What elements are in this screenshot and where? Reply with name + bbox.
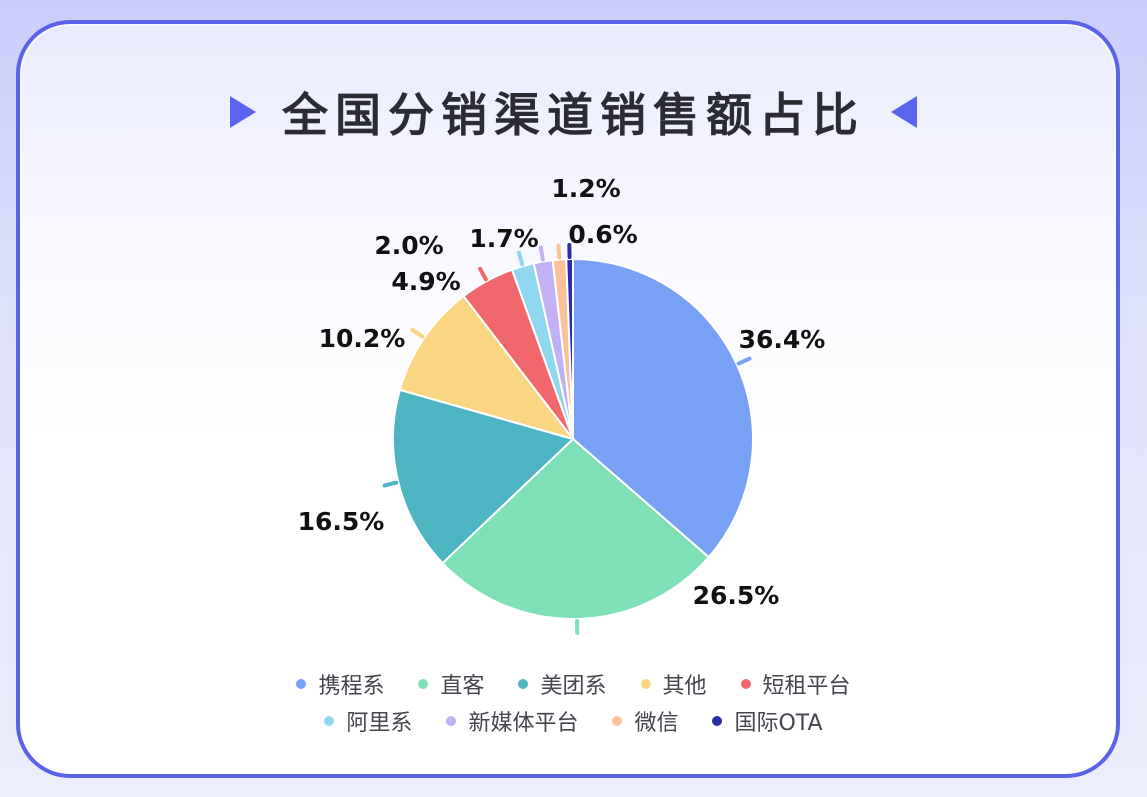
legend-item: 短租平台 <box>740 668 851 700</box>
data-label: 0.6% <box>568 220 637 249</box>
legend-item: 直客 <box>418 668 484 700</box>
legend-dot-icon <box>296 679 307 689</box>
legend-label: 阿里系 <box>346 711 413 736</box>
legend-label: 美团系 <box>540 674 607 699</box>
legend-label: 携程系 <box>318 674 385 699</box>
leader-line <box>382 480 399 488</box>
legend-label: 新媒体平台 <box>468 711 579 736</box>
legend-label: 短租平台 <box>762 674 851 699</box>
data-label: 4.9% <box>391 267 460 296</box>
leader-line <box>736 356 752 366</box>
legend-dot-icon <box>324 716 335 726</box>
leader-line <box>516 250 525 267</box>
legend-dot-icon <box>640 679 651 689</box>
pie-slice <box>398 294 576 441</box>
data-label: 10.2% <box>319 324 406 353</box>
leader-line <box>410 327 425 339</box>
leader-line <box>556 243 562 260</box>
data-label: 2.0% <box>374 231 443 260</box>
legend-dot-icon <box>446 716 457 726</box>
legend-item: 美团系 <box>518 668 607 700</box>
legend-label: 其他 <box>662 674 707 699</box>
legend-item: 其他 <box>640 668 707 700</box>
pie-slice <box>565 257 574 440</box>
legend-dot-icon <box>518 679 529 689</box>
title-left-arrow-icon <box>230 96 256 128</box>
data-label: 1.7% <box>469 224 538 253</box>
data-label: 1.2% <box>551 174 620 203</box>
legend-row-2: 阿里系 新媒体平台 微信 国际OTA <box>0 705 1147 737</box>
legend-item: 国际OTA <box>712 705 823 737</box>
pie-slice <box>392 388 575 565</box>
legend-dot-icon <box>418 679 429 689</box>
legend-dot-icon <box>712 716 723 726</box>
legend-label: 直客 <box>440 674 485 699</box>
data-label: 36.4% <box>739 325 826 354</box>
legend-label: 微信 <box>634 711 679 736</box>
legend-dot-icon <box>740 679 751 689</box>
leader-line <box>478 266 488 282</box>
title-right-arrow-icon <box>891 96 917 128</box>
pie-slice <box>572 257 754 559</box>
data-label: 26.5% <box>693 581 780 610</box>
legend-dot-icon <box>612 716 623 726</box>
legend-item: 新媒体平台 <box>446 705 578 737</box>
legend-item: 携程系 <box>296 668 384 700</box>
legend-label: 国际OTA <box>734 711 823 736</box>
pie-slice <box>441 437 711 620</box>
legend-row-1: 携程系 直客 美团系 其他 短租平台 <box>0 668 1147 700</box>
data-label: 16.5% <box>298 507 385 536</box>
legend-item: 微信 <box>612 705 678 737</box>
leader-line <box>538 245 545 262</box>
title-row: 全国分销渠道销售额占比 <box>0 84 1147 142</box>
legend-item: 阿里系 <box>324 705 412 737</box>
chart-title: 全国分销渠道销售额占比 <box>282 88 865 142</box>
